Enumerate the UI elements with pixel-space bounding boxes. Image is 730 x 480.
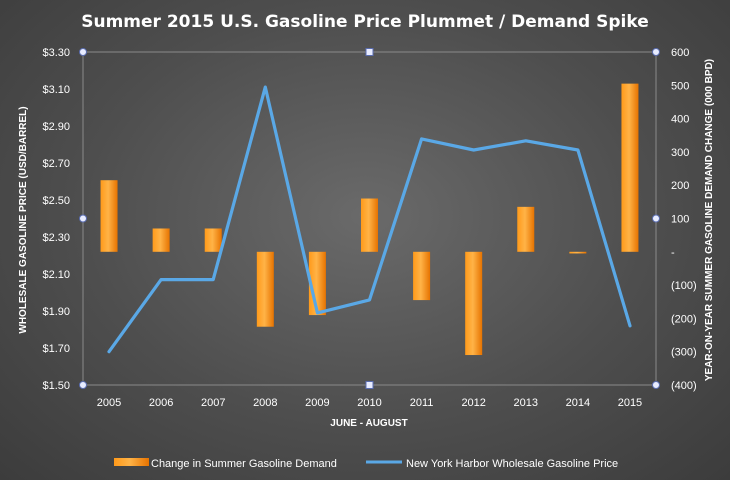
bar-demand-change bbox=[152, 228, 170, 252]
line-gasoline-price bbox=[107, 85, 632, 354]
bar-demand-change bbox=[361, 198, 378, 252]
y-right-tick-label: 500 bbox=[671, 80, 689, 92]
legend: Change in Summer Gasoline Demand New Yor… bbox=[114, 458, 618, 470]
x-tick-label: 2010 bbox=[357, 397, 381, 409]
x-tick-label: 2006 bbox=[149, 397, 173, 409]
bar-demand-change bbox=[256, 251, 274, 327]
legend-line-label: New York Harbor Wholesale Gasoline Price bbox=[406, 458, 618, 470]
x-tick-label: 2015 bbox=[618, 397, 642, 409]
y-right-tick-label: - bbox=[671, 247, 675, 259]
y-axis-left-title: WHOLESALE GASOLINE PRICE (USD/BARREL) bbox=[18, 106, 29, 333]
plot-selection-handle bbox=[79, 214, 87, 223]
y-right-tick-label: (100) bbox=[671, 280, 697, 292]
y-axis-right-title: YEAR-ON-YEAR SUMMER GASOLINE DEMAND CHAN… bbox=[704, 59, 715, 381]
y-left-tick-label: $2.90 bbox=[42, 121, 70, 133]
y-left-tick-label: $1.90 bbox=[42, 306, 70, 318]
chart-title: Summer 2015 U.S. Gasoline Price Plummet … bbox=[81, 12, 649, 32]
y-left-tick-label: $1.50 bbox=[42, 380, 70, 392]
y-left-tick-label: $2.30 bbox=[42, 232, 70, 244]
plot-selection-handle bbox=[365, 48, 374, 56]
x-tick-label: 2011 bbox=[410, 397, 434, 409]
plot-selection-handle bbox=[652, 214, 660, 223]
x-tick-label: 2012 bbox=[461, 397, 485, 409]
y-right-tick-label: 600 bbox=[671, 47, 689, 59]
bar-demand-change bbox=[100, 180, 118, 252]
plot-selection-handle bbox=[79, 381, 87, 389]
y-left-tick-label: $2.10 bbox=[42, 269, 70, 281]
y-left-tick-label: $3.30 bbox=[42, 47, 70, 59]
x-tick-label: 2013 bbox=[514, 397, 538, 409]
bar-demand-change bbox=[569, 251, 587, 254]
y-left-tick-label: $1.70 bbox=[42, 343, 70, 355]
x-tick-label: 2008 bbox=[253, 397, 277, 409]
y-right-tick-label: 300 bbox=[671, 147, 689, 159]
bar-demand-change bbox=[621, 83, 639, 252]
y-right-tick-label: 200 bbox=[671, 180, 689, 192]
y-left-tick-label: $2.70 bbox=[42, 158, 70, 170]
legend-bar-label: Change in Summer Gasoline Demand bbox=[151, 458, 337, 470]
y-right-tick-label: 100 bbox=[671, 214, 689, 226]
plot-selection-handle bbox=[79, 48, 87, 56]
plot-selection-handle bbox=[652, 48, 660, 56]
y-right-tick-label: 400 bbox=[671, 114, 689, 126]
x-axis-title: JUNE - AUGUST bbox=[330, 418, 407, 429]
y-right-tick-label: (200) bbox=[671, 313, 697, 325]
y-right-tick-label: (300) bbox=[671, 347, 697, 359]
y-right-tick-label: (400) bbox=[671, 380, 697, 392]
plot-selection-handle bbox=[652, 381, 660, 389]
bar-demand-change bbox=[517, 206, 535, 252]
y-left-tick-label: $2.50 bbox=[42, 195, 70, 207]
x-tick-label: 2007 bbox=[201, 397, 225, 409]
bar-demand-change bbox=[465, 251, 483, 356]
x-tick-label: 2014 bbox=[566, 397, 590, 409]
plot-selection-handle bbox=[365, 381, 374, 389]
y-left-tick-label: $3.10 bbox=[42, 84, 70, 96]
legend-bar-swatch bbox=[114, 458, 149, 466]
x-tick-label: 2005 bbox=[97, 397, 121, 409]
x-tick-label: 2009 bbox=[305, 397, 329, 409]
bar-demand-change bbox=[413, 251, 431, 301]
bar-demand-change bbox=[204, 228, 222, 252]
